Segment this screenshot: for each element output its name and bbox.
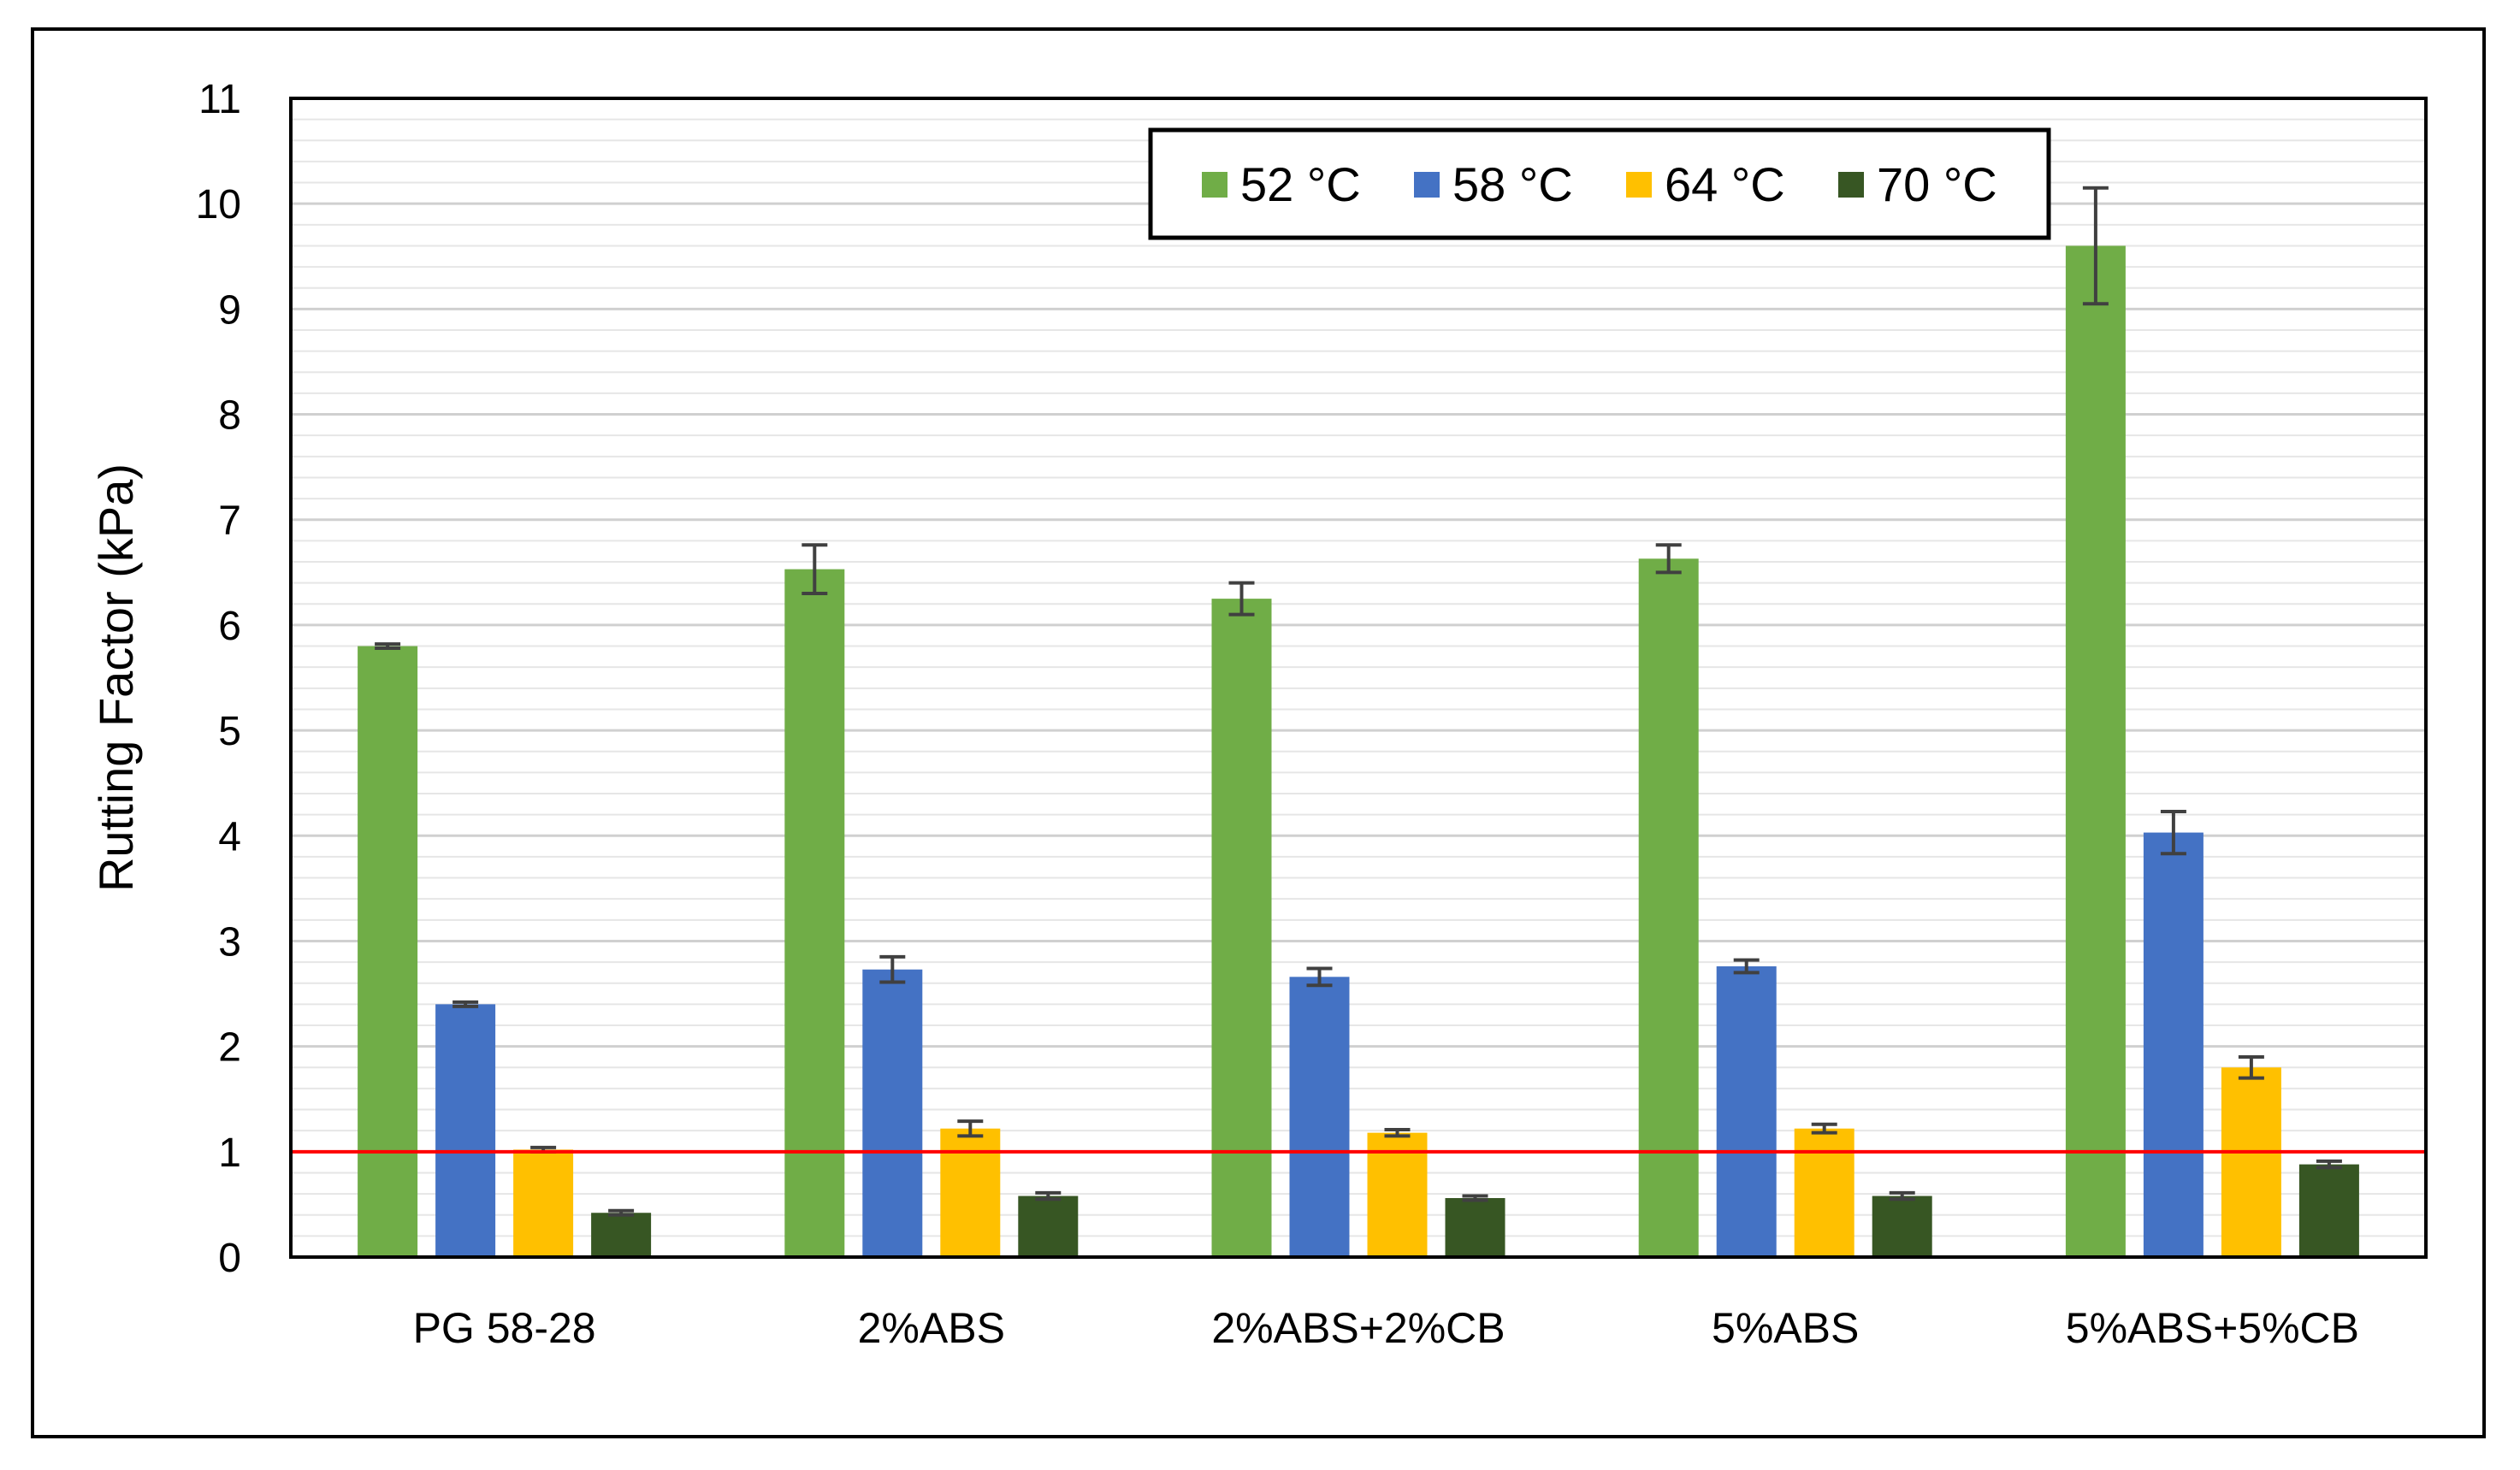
legend-swatch xyxy=(1202,172,1227,198)
error-bar xyxy=(1228,581,1255,617)
error-bar xyxy=(802,543,828,595)
error-bar xyxy=(2316,1159,2342,1170)
bar-2-abs-2-cb-series-0 xyxy=(1211,599,1272,1257)
bar-5-abs-series-1 xyxy=(1716,966,1777,1257)
bar-5-abs-5-cb-series-1 xyxy=(2143,832,2204,1257)
y-tick-label: 2 xyxy=(218,1025,241,1071)
error-bar xyxy=(453,1000,479,1008)
legend-item: 70 °C xyxy=(1838,157,1997,211)
bar-5-abs-series-3 xyxy=(1872,1195,1932,1257)
plot-border xyxy=(289,97,2428,1259)
legend-swatch xyxy=(1414,172,1440,198)
error-bar xyxy=(1306,966,1333,988)
bar-5-abs-5-cb-series-0 xyxy=(2065,245,2126,1257)
y-tick-label: 5 xyxy=(218,709,241,754)
error-bar xyxy=(375,642,401,651)
bar-pg-58-28-series-2 xyxy=(513,1149,574,1257)
legend-item: 58 °C xyxy=(1414,157,1573,211)
bar-2-abs-2-cb-series-2 xyxy=(1367,1132,1428,1257)
y-tick-label: 4 xyxy=(218,814,241,859)
error-bar xyxy=(2160,809,2186,856)
error-bar xyxy=(2082,186,2109,306)
bars xyxy=(358,245,2359,1257)
y-tick-label: 8 xyxy=(218,393,241,439)
legend-swatch xyxy=(1626,172,1652,198)
bar-2-abs-series-2 xyxy=(940,1128,1001,1257)
legend-box xyxy=(1148,127,2051,240)
bar-5-abs-5-cb-series-3 xyxy=(2298,1164,2359,1257)
category-label: 2%ABS xyxy=(858,1304,1005,1352)
category-label: 2%ABS+2%CB xyxy=(1211,1304,1505,1352)
bar-2-abs-2-cb-series-3 xyxy=(1445,1198,1505,1257)
y-tick-label: 0 xyxy=(218,1236,241,1281)
bar-2-abs-2-cb-series-1 xyxy=(1289,977,1350,1257)
error-bar xyxy=(1384,1127,1411,1138)
legend-label: 64 °C xyxy=(1665,157,1785,211)
y-tick-labels: 0 1 2 3 4 5 6 7 8 9 10 11 xyxy=(196,77,241,1281)
y-tick-label: 1 xyxy=(218,1131,241,1176)
legend-item: 64 °C xyxy=(1626,157,1785,211)
error-bar xyxy=(879,954,906,984)
bar-5-abs-5-cb-series-2 xyxy=(2221,1067,2281,1257)
y-tick-label: 9 xyxy=(218,287,241,333)
bar-2-abs-series-3 xyxy=(1018,1195,1079,1257)
error-bars xyxy=(375,186,2342,1217)
error-bar xyxy=(1811,1122,1837,1135)
category-label: 5%ABS xyxy=(1712,1304,1859,1352)
error-bar xyxy=(608,1208,635,1217)
y-tick-label: 7 xyxy=(218,499,241,544)
error-bar xyxy=(1655,543,1682,575)
y-tick-label: 11 xyxy=(198,77,241,122)
y-axis-title: Rutting Factor (kPa) xyxy=(89,463,143,892)
bar-pg-58-28-series-1 xyxy=(435,1004,496,1257)
bar-5-abs-series-0 xyxy=(1638,558,1699,1257)
bar-pg-58-28-series-0 xyxy=(358,646,418,1257)
legend-label: 58 °C xyxy=(1452,157,1573,211)
bar-pg-58-28-series-3 xyxy=(591,1213,652,1257)
error-bar xyxy=(1462,1194,1488,1202)
error-bar xyxy=(1035,1190,1062,1201)
category-labels: PG 58-28 2%ABS 2%ABS+2%CB 5%ABS 5%ABS+5%CB xyxy=(413,1304,2359,1352)
error-bar xyxy=(957,1119,984,1138)
error-bar xyxy=(1733,958,1760,975)
legend-label: 70 °C xyxy=(1877,157,1997,211)
legend-label: 52 °C xyxy=(1240,157,1361,211)
category-label: PG 58-28 xyxy=(413,1304,596,1352)
error-bar xyxy=(2238,1054,2264,1080)
bar-2-abs-series-1 xyxy=(862,969,923,1257)
y-tick-label: 6 xyxy=(218,604,241,649)
category-label: 5%ABS+5%CB xyxy=(2066,1304,2359,1352)
bar-5-abs-series-2 xyxy=(1794,1128,1855,1257)
error-bar xyxy=(1889,1190,1915,1201)
y-tick-label: 3 xyxy=(218,919,241,965)
legend-item: 52 °C xyxy=(1202,157,1361,211)
bar-2-abs-series-0 xyxy=(784,569,845,1257)
legend-swatch xyxy=(1838,172,1864,198)
legend: 52 °C 58 °C 64 °C 70 °C xyxy=(1148,127,2051,240)
y-tick-label: 10 xyxy=(196,182,241,227)
